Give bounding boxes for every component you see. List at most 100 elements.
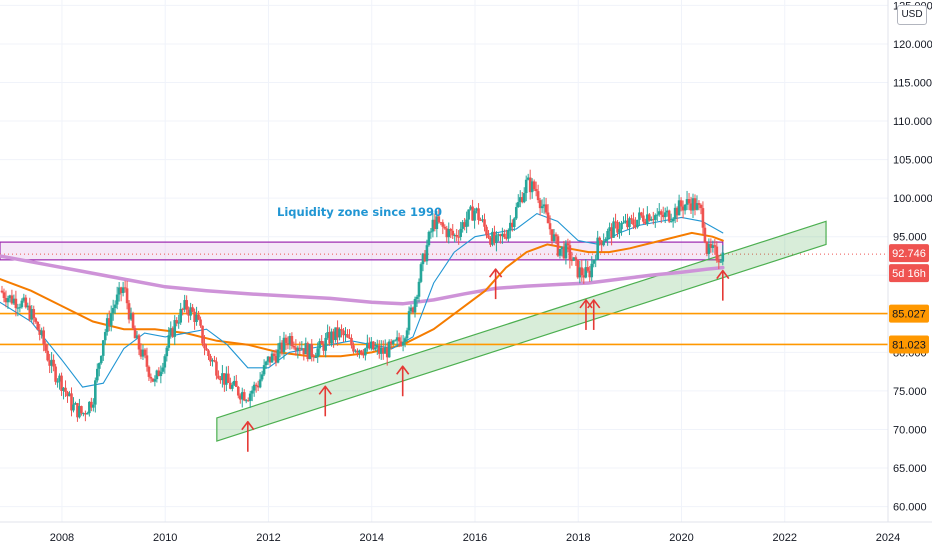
candle-body <box>467 209 470 220</box>
candle-body <box>300 348 304 350</box>
candle-body <box>95 368 99 381</box>
candle-body <box>707 243 711 254</box>
arrow-up-icon <box>716 269 730 280</box>
candle-body <box>290 336 294 346</box>
candle-body <box>107 318 111 326</box>
currency-button[interactable]: USD <box>897 5 927 25</box>
candle-body <box>644 221 647 224</box>
candle-body <box>97 363 101 369</box>
candle-body <box>203 343 206 349</box>
candle-body <box>121 287 125 294</box>
price-tags: 85.027 81.023 92.746 5d 16h <box>889 244 929 354</box>
candle-body <box>427 231 431 246</box>
candle-body <box>715 246 719 261</box>
candle-body <box>159 371 163 377</box>
candle-body <box>445 228 449 238</box>
candle-body <box>387 341 391 358</box>
candle-body <box>125 288 129 304</box>
candle-body <box>659 211 663 215</box>
candle-body <box>453 234 457 236</box>
candle-body <box>197 314 200 320</box>
y-tick-label: 75.000 <box>893 386 927 398</box>
x-tick-label: 2008 <box>50 532 74 544</box>
candle-body <box>234 380 238 387</box>
candle-body <box>622 222 625 224</box>
candle-body <box>137 335 141 350</box>
candle-body <box>242 392 246 401</box>
candle-body <box>207 350 210 356</box>
candle-body <box>419 264 423 282</box>
candle-body <box>167 335 171 348</box>
candle-body <box>509 222 512 231</box>
candle-body <box>713 245 717 247</box>
candle-body <box>475 208 478 211</box>
candle-body <box>646 214 649 224</box>
candle-body <box>60 375 63 391</box>
candle-body <box>628 218 631 228</box>
candle-body <box>516 202 520 208</box>
candle-body <box>503 233 506 238</box>
candle-body <box>379 347 383 354</box>
candle-body <box>231 384 234 389</box>
candle-body <box>312 356 316 358</box>
candle-body <box>99 355 103 364</box>
candle-body <box>177 322 181 324</box>
candle-body <box>381 347 385 354</box>
candle-body <box>451 230 455 236</box>
candle-body <box>616 222 619 233</box>
time-axis[interactable]: 2008 2010 2012 2014 2016 2018 2020 2022 2024 <box>50 532 901 544</box>
candle-body <box>145 355 149 367</box>
candle-body <box>74 403 77 405</box>
y-tick-label: 70.000 <box>893 424 927 436</box>
candle-body <box>514 207 518 219</box>
candle-body <box>292 345 296 348</box>
candle-body <box>507 230 510 239</box>
candle-body <box>377 345 381 354</box>
arrow-up-icon <box>488 268 503 278</box>
candle-body <box>306 343 310 360</box>
arrow-up-icon <box>241 420 255 431</box>
candle-body <box>129 313 133 320</box>
candle-body <box>711 245 715 248</box>
candle-body <box>558 248 562 256</box>
candle-body <box>667 210 671 222</box>
candle-body <box>223 373 226 385</box>
candle-body <box>439 222 443 224</box>
y-tick-label: 105.000 <box>893 155 932 167</box>
candle-body <box>689 203 693 211</box>
candle-body <box>348 337 351 339</box>
candle-body <box>252 384 256 391</box>
candle-body <box>608 227 611 232</box>
candle-body <box>42 330 45 345</box>
candle-body <box>560 246 564 249</box>
candle-body <box>693 198 697 210</box>
support-lines-layer <box>0 312 888 346</box>
candle-body <box>429 231 433 233</box>
candle-body <box>173 320 177 337</box>
candle-body <box>40 330 43 335</box>
candle-body <box>389 341 393 345</box>
candle-body <box>576 259 580 278</box>
candle-body <box>604 238 607 242</box>
candle-body <box>260 374 264 380</box>
candle-body <box>409 307 413 312</box>
candle-body <box>505 237 508 239</box>
candle-body <box>320 341 323 344</box>
candle-body <box>435 216 439 229</box>
candle-body <box>64 387 67 392</box>
candle-body <box>38 329 42 335</box>
candle-body <box>46 350 49 361</box>
candle-body <box>344 334 347 336</box>
candle-body <box>564 243 568 259</box>
candle-body <box>602 241 605 246</box>
arrow-up-icon <box>587 299 601 309</box>
candle-body <box>86 413 89 415</box>
candle-body <box>463 222 466 227</box>
candle-body <box>540 206 544 209</box>
candle-body <box>330 331 333 344</box>
candle-body <box>391 340 395 345</box>
candle-body <box>185 300 188 310</box>
candle-body <box>719 261 723 263</box>
